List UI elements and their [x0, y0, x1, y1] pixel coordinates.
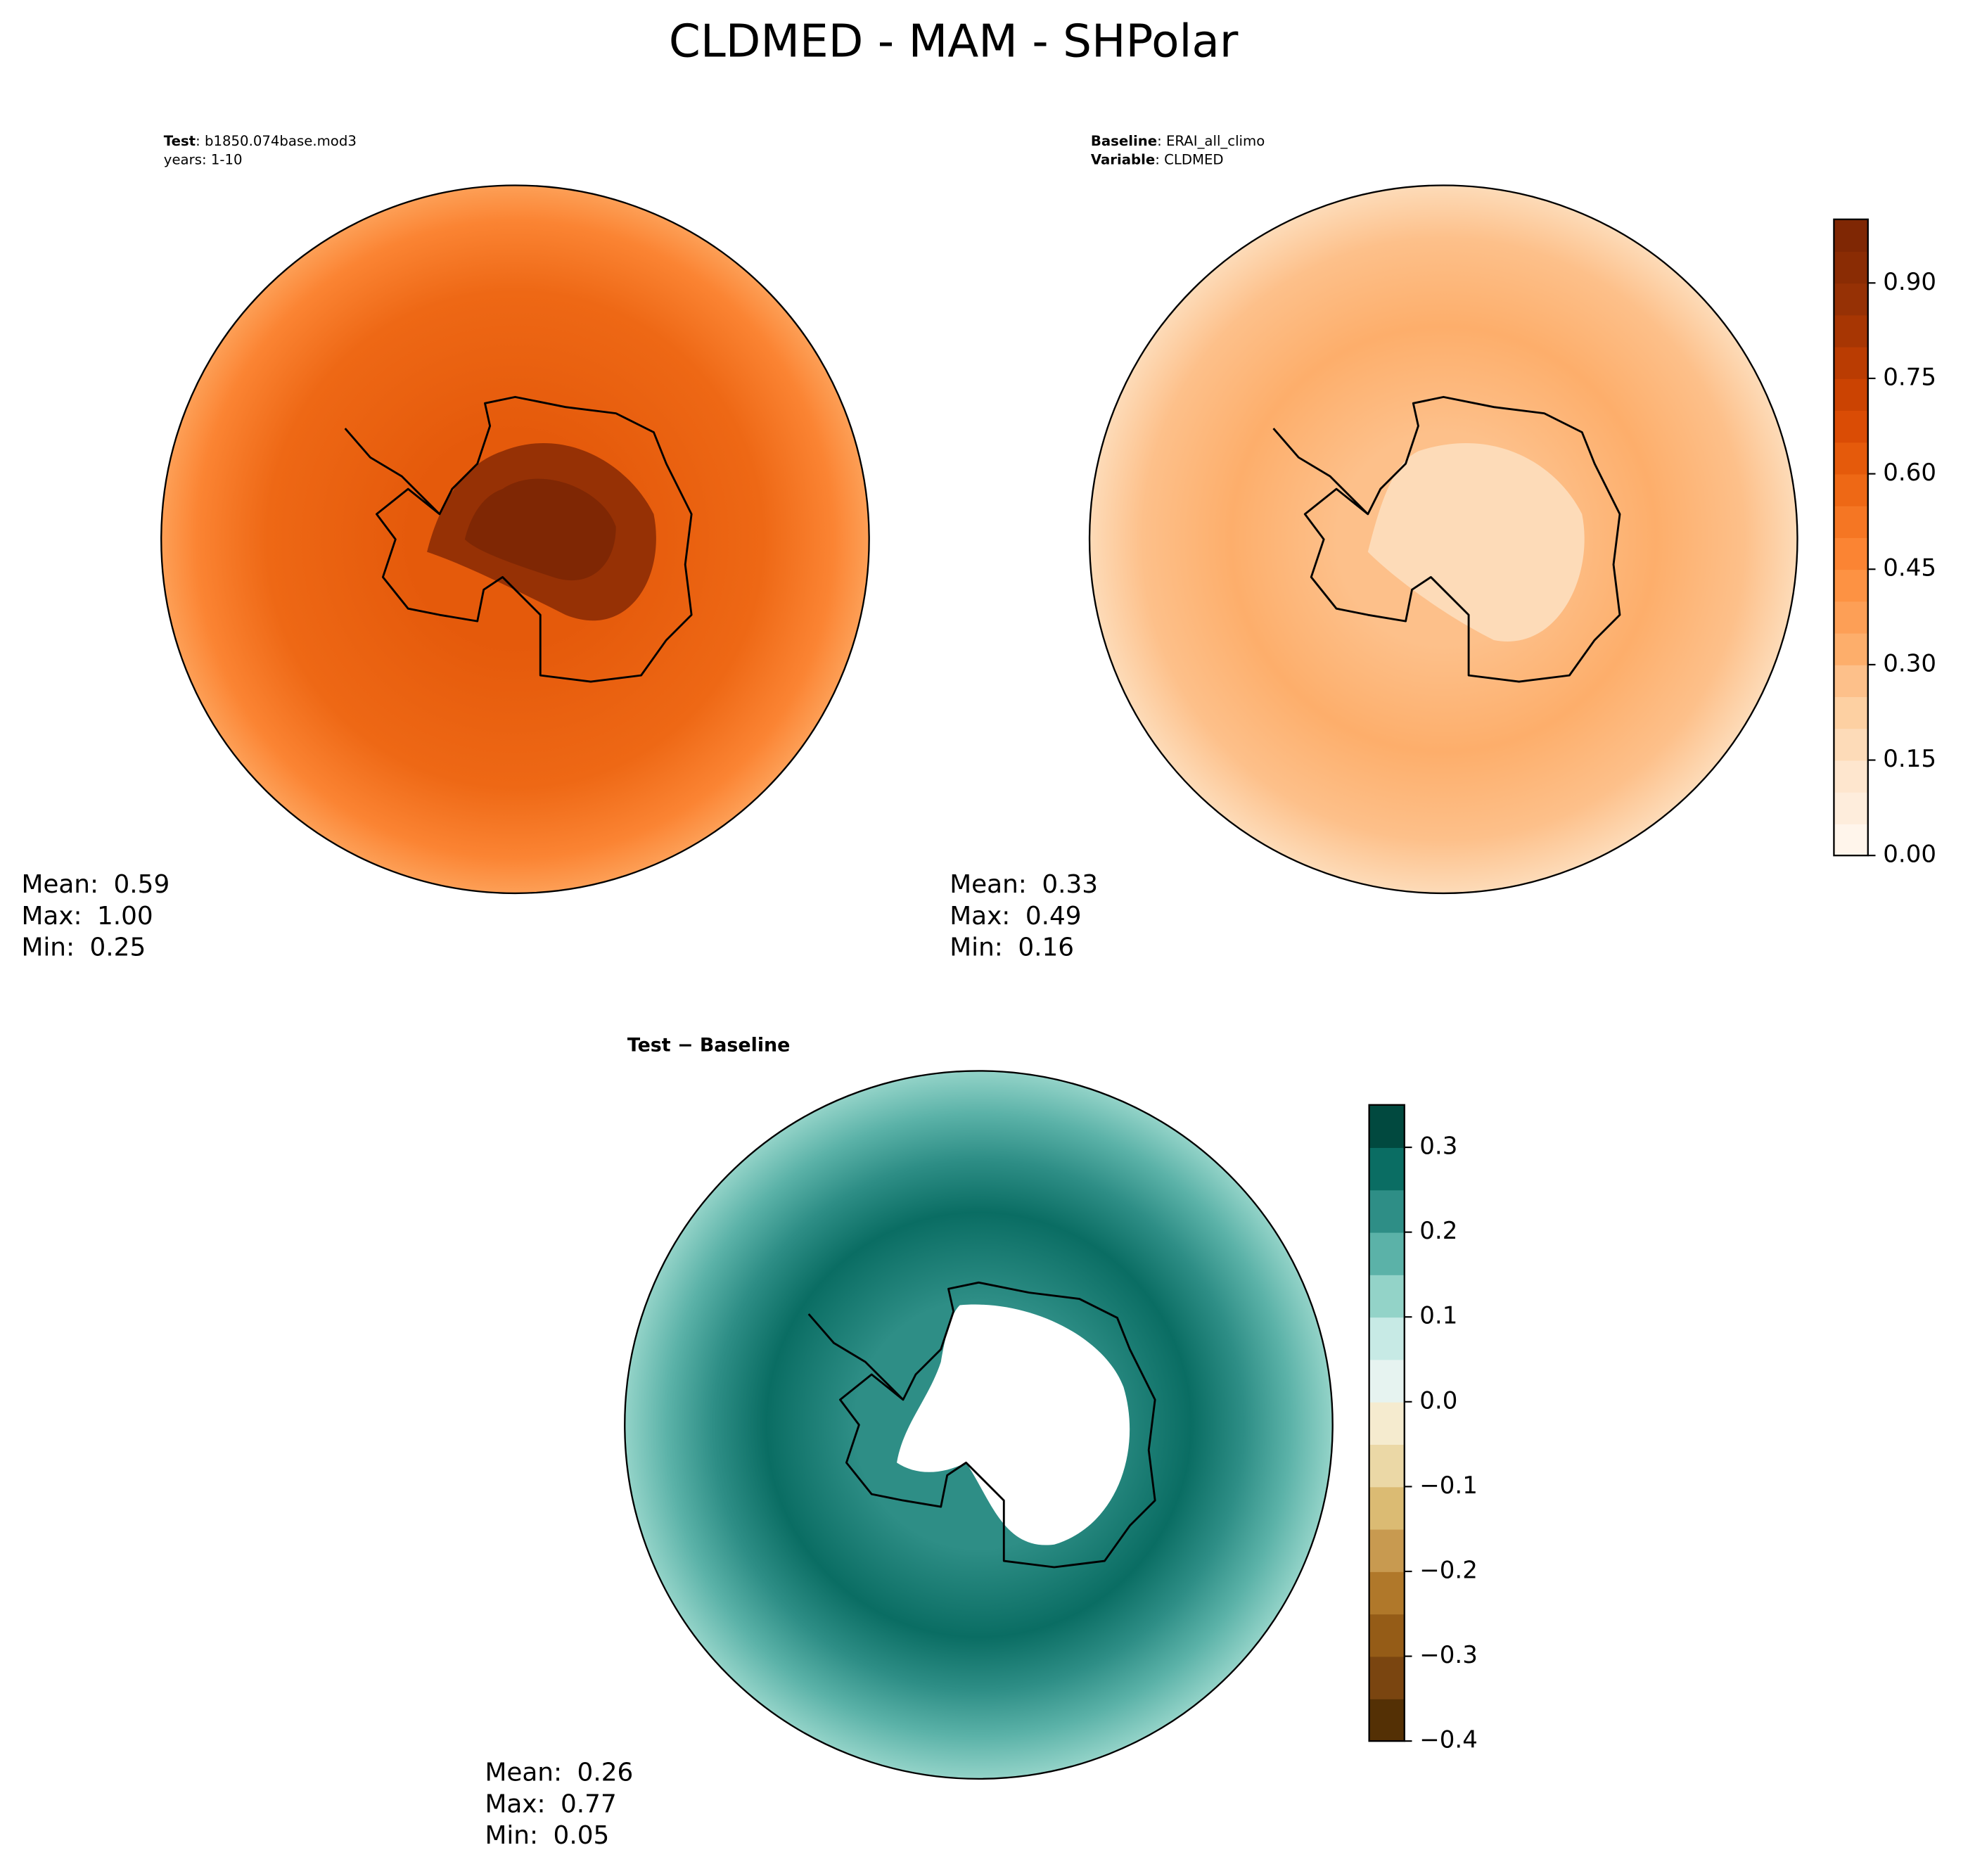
colorbar-band	[1834, 696, 1868, 729]
stat-label: Max:	[950, 902, 1010, 931]
stat: Max: 0.77	[485, 1789, 616, 1818]
stat: Mean: 0.59	[21, 870, 170, 899]
stat: Mean: 0.33	[950, 870, 1098, 899]
colorbar-tick-label: −0.2	[1419, 1556, 1478, 1584]
stat: Mean: 0.26	[485, 1759, 633, 1787]
colorbar-band	[1834, 251, 1868, 284]
stat-label: Min:	[950, 933, 1003, 962]
stat-label: Max:	[21, 902, 82, 931]
colorbar-band	[1834, 378, 1868, 411]
colorbar-band	[1369, 1444, 1405, 1488]
colorbar-band	[1834, 823, 1868, 857]
colorbar-tick-label: −0.4	[1419, 1726, 1478, 1754]
colorbar-band	[1369, 1104, 1405, 1148]
stat: Min: 0.05	[485, 1821, 609, 1850]
colorbar-band	[1369, 1656, 1405, 1699]
colorbar-band	[1834, 505, 1868, 538]
colorbar-tick-label: 0.30	[1883, 649, 1936, 677]
colorbar-tick-label: 0.0	[1419, 1386, 1457, 1415]
colorbar-tick-label: 0.00	[1883, 841, 1936, 869]
colorbar-band	[1369, 1147, 1405, 1191]
colorbar-tick-label: −0.1	[1419, 1472, 1478, 1500]
colorbar-band	[1834, 601, 1868, 634]
panel-header: years: 1-10	[164, 151, 243, 167]
colorbar-band	[1834, 346, 1868, 379]
stat-value: 1.00	[97, 902, 153, 931]
header-text: : b1850.074base.mod3	[196, 132, 357, 148]
colorbar-band	[1369, 1529, 1405, 1572]
stat: Max: 0.49	[950, 902, 1081, 931]
panel-header: Baseline: ERAI_all_climo	[1091, 132, 1265, 148]
colorbar-band	[1369, 1698, 1405, 1742]
stat: Min: 0.16	[950, 933, 1074, 962]
colorbar-band	[1369, 1571, 1405, 1615]
colorbar-tick-label: 0.3	[1419, 1132, 1457, 1161]
stat-value: 0.05	[554, 1821, 610, 1850]
stat-label: Mean:	[485, 1759, 562, 1787]
colorbar-band	[1834, 569, 1868, 602]
colorbar-band	[1369, 1232, 1405, 1275]
colorbar-band	[1834, 728, 1868, 761]
colorbar-band	[1834, 314, 1868, 347]
stat-label: Max:	[485, 1789, 545, 1818]
colorbar-tick-label: 0.2	[1419, 1217, 1457, 1245]
colorbar-tick-label: 0.75	[1883, 363, 1936, 391]
header-key: Variable	[1091, 151, 1155, 167]
colorbar-band	[1834, 442, 1868, 475]
colorbar-band	[1834, 537, 1868, 570]
panel-header: Test: b1850.074base.mod3	[164, 132, 357, 148]
colorbar-band	[1369, 1614, 1405, 1657]
colorbar-tick-label: 0.60	[1883, 459, 1936, 487]
stat-label: Min:	[485, 1821, 538, 1850]
stat-value: 0.49	[1025, 902, 1082, 931]
colorbar-tick-label: 0.90	[1883, 268, 1936, 296]
colorbar-frame	[1368, 1104, 1405, 1742]
colorbar-band	[1369, 1189, 1405, 1233]
stat-value: 0.59	[114, 870, 170, 899]
colorbar-band	[1834, 632, 1868, 665]
panel-header: Test − Baseline	[627, 1034, 791, 1056]
header-text: : ERAI_all_climo	[1157, 132, 1265, 148]
stat-label: Mean:	[950, 870, 1027, 899]
colorbar-band	[1834, 219, 1868, 252]
stat-value: 0.77	[561, 1789, 617, 1818]
colorbar-band	[1834, 283, 1868, 316]
map-test	[160, 184, 870, 895]
colorbar-band	[1369, 1359, 1405, 1403]
colorbar-tick-label: −0.3	[1419, 1641, 1478, 1669]
colorbar-frame	[1833, 218, 1869, 857]
panel-header: Variable: CLDMED	[1091, 151, 1224, 167]
header-key: Baseline	[1091, 132, 1157, 148]
stat-label: Mean:	[21, 870, 98, 899]
stat-value: 0.26	[577, 1759, 634, 1787]
colorbar-band	[1369, 1401, 1405, 1446]
header-text: years: 1-10	[164, 151, 243, 167]
colorbar-tick-label: 0.15	[1883, 745, 1936, 773]
stat: Min: 0.25	[21, 933, 146, 962]
colorbar-band	[1834, 760, 1868, 793]
colorbar-tick-label: 0.45	[1883, 554, 1936, 582]
colorbar-band	[1834, 664, 1868, 698]
colorbar-band	[1834, 791, 1868, 824]
map-baseline	[1088, 184, 1798, 895]
map-difference	[624, 1070, 1334, 1780]
stat-value: 0.25	[90, 933, 146, 962]
stat: Max: 1.00	[21, 902, 153, 931]
header-text: : CLDMED	[1155, 151, 1223, 167]
header-key: Test − Baseline	[627, 1034, 791, 1056]
colorbar-band	[1369, 1486, 1405, 1530]
figure-title: CLDMED - MAM - SHPolar	[669, 15, 1239, 68]
colorbar-band	[1369, 1317, 1405, 1360]
header-key: Test	[164, 132, 196, 148]
stat-value: 0.33	[1042, 870, 1098, 899]
colorbar-band	[1369, 1274, 1405, 1318]
stat-label: Min:	[21, 933, 75, 962]
colorbar-band	[1834, 473, 1868, 506]
colorbar-tick-label: 0.1	[1419, 1302, 1457, 1330]
stat-value: 0.16	[1018, 933, 1074, 962]
colorbar-band	[1834, 410, 1868, 443]
